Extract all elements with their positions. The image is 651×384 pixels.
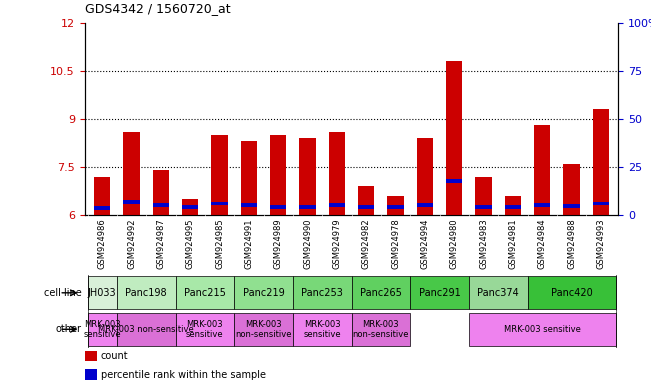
Text: JH033: JH033 bbox=[88, 288, 117, 298]
Bar bbox=[293, 313, 352, 346]
Bar bbox=[241, 141, 257, 215]
Text: GSM924980: GSM924980 bbox=[450, 218, 459, 269]
Bar bbox=[352, 313, 410, 346]
Bar bbox=[446, 61, 462, 215]
Text: GDS4342 / 1560720_at: GDS4342 / 1560720_at bbox=[85, 2, 230, 15]
Text: GSM924982: GSM924982 bbox=[362, 218, 370, 269]
Bar bbox=[94, 177, 110, 215]
Text: cell line: cell line bbox=[44, 288, 81, 298]
Bar bbox=[270, 205, 286, 209]
Text: Panc219: Panc219 bbox=[243, 288, 284, 298]
Bar bbox=[234, 313, 293, 346]
Bar bbox=[387, 196, 404, 215]
Text: count: count bbox=[101, 351, 128, 361]
Bar bbox=[446, 179, 462, 183]
Bar bbox=[417, 203, 433, 207]
Text: GSM924990: GSM924990 bbox=[303, 218, 312, 268]
Bar bbox=[534, 126, 550, 215]
Bar bbox=[117, 276, 176, 309]
Bar bbox=[270, 135, 286, 215]
Text: GSM924984: GSM924984 bbox=[538, 218, 547, 269]
Text: MRK-003
sensitive: MRK-003 sensitive bbox=[186, 319, 224, 339]
Bar bbox=[593, 202, 609, 205]
Bar bbox=[352, 276, 410, 309]
Bar bbox=[410, 276, 469, 309]
Text: Panc198: Panc198 bbox=[126, 288, 167, 298]
Bar bbox=[234, 276, 293, 309]
Bar bbox=[182, 199, 199, 215]
Text: MRK-003
sensitive: MRK-003 sensitive bbox=[83, 319, 121, 339]
Text: GSM924993: GSM924993 bbox=[596, 218, 605, 269]
Text: MRK-003
non-sensitive: MRK-003 non-sensitive bbox=[353, 319, 409, 339]
Bar bbox=[593, 109, 609, 215]
Bar bbox=[527, 276, 615, 309]
Bar bbox=[94, 207, 110, 210]
Bar bbox=[475, 177, 492, 215]
Bar bbox=[564, 164, 579, 215]
Bar bbox=[153, 203, 169, 207]
Text: Panc265: Panc265 bbox=[360, 288, 402, 298]
Bar bbox=[124, 200, 139, 204]
Bar bbox=[505, 205, 521, 209]
Text: GSM924985: GSM924985 bbox=[215, 218, 224, 269]
Text: MRK-003 sensitive: MRK-003 sensitive bbox=[504, 325, 581, 334]
Bar bbox=[124, 132, 139, 215]
Bar bbox=[176, 313, 234, 346]
Bar bbox=[358, 186, 374, 215]
Text: MRK-003
non-sensitive: MRK-003 non-sensitive bbox=[235, 319, 292, 339]
Bar bbox=[469, 276, 527, 309]
Text: Panc291: Panc291 bbox=[419, 288, 460, 298]
Text: Panc215: Panc215 bbox=[184, 288, 226, 298]
Text: GSM924986: GSM924986 bbox=[98, 218, 107, 269]
Text: GSM924992: GSM924992 bbox=[127, 218, 136, 268]
Text: Panc374: Panc374 bbox=[477, 288, 519, 298]
Bar bbox=[85, 369, 98, 380]
Bar bbox=[212, 202, 228, 205]
Bar bbox=[475, 205, 492, 209]
Text: GSM924987: GSM924987 bbox=[156, 218, 165, 269]
Bar bbox=[88, 276, 117, 309]
Bar bbox=[387, 205, 404, 209]
Text: Panc420: Panc420 bbox=[551, 288, 592, 298]
Bar bbox=[176, 276, 234, 309]
Bar bbox=[241, 203, 257, 207]
Text: GSM924988: GSM924988 bbox=[567, 218, 576, 269]
Bar bbox=[299, 138, 316, 215]
Text: GSM924979: GSM924979 bbox=[333, 218, 341, 269]
Bar bbox=[299, 205, 316, 209]
Text: GSM924989: GSM924989 bbox=[273, 218, 283, 269]
Text: GSM924991: GSM924991 bbox=[244, 218, 253, 268]
Text: GSM924995: GSM924995 bbox=[186, 218, 195, 268]
Bar bbox=[505, 196, 521, 215]
Text: Panc253: Panc253 bbox=[301, 288, 343, 298]
Bar bbox=[153, 170, 169, 215]
Bar bbox=[293, 276, 352, 309]
Text: GSM924981: GSM924981 bbox=[508, 218, 518, 269]
Text: other: other bbox=[55, 324, 81, 334]
Text: MRK-003
sensitive: MRK-003 sensitive bbox=[303, 319, 341, 339]
Bar bbox=[564, 204, 579, 208]
Bar bbox=[534, 203, 550, 207]
Text: GSM924978: GSM924978 bbox=[391, 218, 400, 269]
Bar bbox=[329, 203, 345, 207]
Text: percentile rank within the sample: percentile rank within the sample bbox=[101, 369, 266, 379]
Text: GSM924983: GSM924983 bbox=[479, 218, 488, 269]
Bar bbox=[85, 351, 98, 361]
Bar bbox=[182, 205, 199, 209]
Text: GSM924994: GSM924994 bbox=[421, 218, 430, 268]
Bar bbox=[358, 205, 374, 209]
Text: MRK-003 non-sensitive: MRK-003 non-sensitive bbox=[98, 325, 194, 334]
Bar bbox=[117, 313, 176, 346]
Bar bbox=[469, 313, 615, 346]
Bar bbox=[88, 313, 117, 346]
Bar bbox=[417, 138, 433, 215]
Bar bbox=[329, 132, 345, 215]
Bar bbox=[212, 135, 228, 215]
